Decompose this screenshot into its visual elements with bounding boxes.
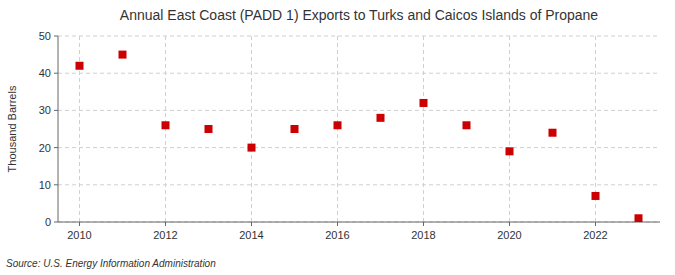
- y-grid-line: [58, 73, 660, 74]
- x-tick: [337, 222, 338, 226]
- grid: [58, 36, 660, 222]
- y-tick: [54, 147, 58, 148]
- point: [506, 147, 514, 155]
- point: [205, 125, 213, 133]
- x-tick: [509, 222, 510, 226]
- point: [377, 114, 385, 122]
- point: [76, 62, 84, 70]
- point: [463, 121, 471, 129]
- point: [248, 144, 256, 152]
- point: [334, 121, 342, 129]
- x-tick-label: 2014: [239, 229, 263, 241]
- x-grid-line: [509, 36, 510, 222]
- y-tick-label: 50: [39, 30, 51, 42]
- y-axis-label: Thousand Barrels: [6, 85, 18, 172]
- x-grid-line: [423, 36, 424, 222]
- point: [635, 214, 643, 222]
- y-tick: [54, 184, 58, 185]
- x-tick-label: 2010: [67, 229, 91, 241]
- y-grid-line: [58, 36, 660, 37]
- y-tick: [54, 36, 58, 37]
- y-tick-label: 10: [39, 179, 51, 191]
- y-tick: [54, 73, 58, 74]
- point: [162, 121, 170, 129]
- y-grid-line: [58, 222, 660, 223]
- point: [420, 99, 428, 107]
- y-tick-label: 40: [39, 67, 51, 79]
- x-tick-label: 2018: [411, 229, 435, 241]
- point: [592, 192, 600, 200]
- x-tick: [595, 222, 596, 226]
- point: [119, 51, 127, 59]
- source: Source: U.S. Energy Information Administ…: [6, 258, 216, 269]
- y-tick-label: 0: [45, 216, 51, 228]
- y-grid-line: [58, 110, 660, 111]
- y-grid-line: [58, 147, 660, 148]
- x-tick: [165, 222, 166, 226]
- x-tick-label: 2022: [583, 229, 607, 241]
- x-tick-label: 2016: [325, 229, 349, 241]
- y-tick: [54, 222, 58, 223]
- x-tick: [251, 222, 252, 226]
- y-grid-line: [58, 184, 660, 185]
- ticks: 0 10 20 30 40 50 2010 2012 2014 2016 2018 2020 2022: [39, 30, 608, 241]
- chart: 0 10 20 30 40 50 2010 2012 2014 2016 2018 2020 2022 A…: [0, 0, 675, 275]
- y-tick-label: 20: [39, 142, 51, 154]
- x-grid-line: [251, 36, 252, 222]
- x-tick-label: 2012: [153, 229, 177, 241]
- y-tick-label: 30: [39, 104, 51, 116]
- title: Annual East Coast (PADD 1) Exports to Tu…: [120, 7, 599, 23]
- points: [76, 51, 643, 222]
- y-axis-line: [58, 36, 59, 222]
- x-axis-line: [58, 222, 660, 223]
- x-tick: [79, 222, 80, 226]
- point: [549, 129, 557, 137]
- y-tick: [54, 110, 58, 111]
- x-tick-label: 2020: [497, 229, 521, 241]
- x-tick: [423, 222, 424, 226]
- point: [291, 125, 299, 133]
